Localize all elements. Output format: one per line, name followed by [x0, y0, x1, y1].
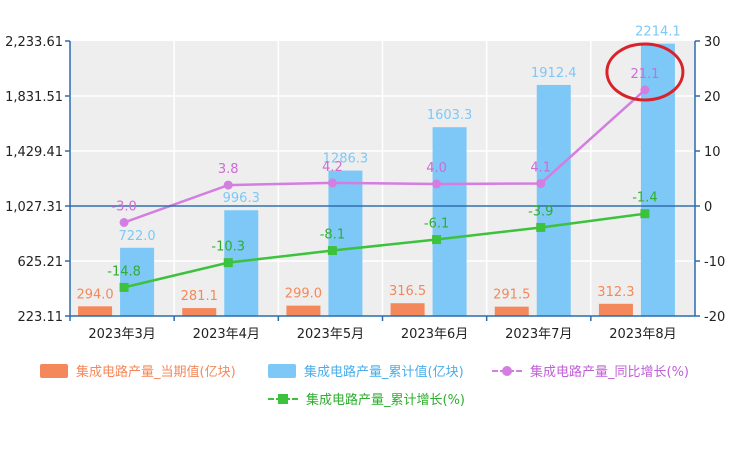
left-axis-tick-label: 1,429.41 — [5, 145, 63, 160]
legend-swatch-current-output — [40, 363, 68, 378]
annotation-circle — [605, 42, 685, 102]
bar-label: 722.0 — [118, 229, 155, 244]
right-axis-tick-label: 10 — [704, 145, 721, 160]
bar[interactable] — [286, 305, 321, 316]
legend-item-cumulative-growth[interactable]: 集成电路产量_累计增长(%) — [268, 389, 465, 408]
line-point[interactable] — [223, 180, 233, 190]
line-point[interactable] — [119, 218, 129, 227]
x-axis-tick-label: 2023年6月 — [401, 327, 468, 342]
right-axis-tick-label: 0 — [704, 200, 712, 215]
legend-item-current-output[interactable]: 集成电路产量_当期值(亿块) — [40, 361, 236, 380]
bar-label: 316.5 — [389, 284, 426, 299]
bar[interactable] — [598, 303, 633, 316]
line-label: -8.1 — [320, 228, 345, 243]
line-label: -6.1 — [424, 217, 449, 232]
right-axis-tick-label: -10 — [704, 255, 725, 270]
legend-item-yoy-growth[interactable]: 集成电路产量_同比增长(%) — [492, 361, 689, 380]
left-axis-tick-label: 625.21 — [18, 255, 64, 270]
bar-label: 1912.4 — [531, 66, 577, 81]
annotation — [605, 42, 685, 102]
line-label: -14.8 — [107, 264, 141, 279]
line-label: -10.3 — [211, 240, 245, 255]
left-axis-tick-label: 223.11 — [18, 310, 64, 325]
bar[interactable] — [640, 43, 675, 317]
line-point[interactable] — [327, 246, 337, 256]
bar-label: 299.0 — [285, 287, 322, 302]
bar[interactable] — [328, 170, 363, 316]
left-axis-tick-label: 1,831.51 — [5, 90, 63, 105]
bar[interactable] — [536, 84, 571, 316]
line-label: 21.1 — [630, 67, 659, 82]
axes: 2,233.61 1,831.51 1,429.41 1,027.31 625.21 22… — [5, 35, 725, 342]
line-label: 4.0 — [426, 161, 447, 176]
bar[interactable] — [432, 127, 467, 316]
bar-label: 291.5 — [493, 288, 530, 303]
bar[interactable] — [182, 308, 217, 316]
bar-label: 2214.1 — [635, 25, 681, 40]
right-axis-tick-label: -20 — [704, 310, 725, 325]
line-point[interactable] — [119, 282, 129, 292]
legend-swatch-yoy-growth — [492, 364, 522, 378]
line-label: 4.2 — [322, 160, 343, 175]
line-point[interactable] — [536, 178, 546, 188]
bar[interactable] — [78, 306, 113, 316]
line-label: -3.9 — [528, 204, 553, 219]
legend-swatch-cumulative-output — [268, 363, 296, 378]
line-label: -3.0 — [111, 200, 136, 215]
bar-label: 996.3 — [223, 191, 260, 206]
chart: 2,233.61 1,831.51 1,429.41 1,027.31 625.21 22… — [5, 25, 725, 342]
bar-label: 1286.3 — [323, 152, 369, 167]
legend-label-yoy-growth: 集成电路产量_同比增长(%) — [530, 365, 689, 380]
left-axis-tick-label: 1,027.31 — [5, 200, 63, 215]
series-line — [123, 89, 646, 224]
line-point[interactable] — [536, 222, 546, 232]
line-point[interactable] — [223, 258, 233, 268]
bar[interactable] — [494, 306, 529, 316]
right-axis-tick-label: 20 — [704, 90, 721, 105]
line-point[interactable] — [327, 178, 337, 188]
line-point[interactable] — [432, 235, 442, 245]
line-point[interactable] — [640, 209, 650, 219]
legend-label-current-output: 集成电路产量_当期值(亿块) — [76, 365, 236, 380]
legend-label-cumulative-growth: 集成电路产量_累计增长(%) — [306, 393, 465, 408]
bar-label: 294.0 — [76, 287, 113, 302]
x-axis-tick-label: 2023年7月 — [505, 327, 572, 342]
line-label: 4.1 — [530, 160, 551, 175]
x-axis-tick-label: 2023年3月 — [88, 327, 155, 342]
line-label: 3.8 — [218, 162, 239, 177]
bar-label: 312.3 — [597, 285, 634, 300]
line-label: -1.4 — [632, 191, 657, 206]
legend-item-cumulative-output[interactable]: 集成电路产量_累计值(亿块) — [268, 361, 464, 380]
line-point[interactable] — [640, 85, 650, 95]
bar-label: 281.1 — [181, 289, 218, 304]
x-axis-tick-label: 2023年4月 — [193, 327, 260, 342]
x-axis-tick-label: 2023年8月 — [609, 327, 676, 342]
left-axis-tick-label: 2,233.61 — [5, 35, 63, 50]
bars — [78, 43, 675, 317]
data-labels: 294.0 281.1 299.0 316.5 291.5 312.3 722.0 996.3… — [76, 25, 680, 304]
line-point[interactable] — [432, 179, 442, 189]
legend-label-cumulative-output: 集成电路产量_累计值(亿块) — [304, 365, 464, 380]
right-axis-tick-label: 30 — [704, 35, 721, 50]
x-axis-tick-label: 2023年5月 — [297, 327, 364, 342]
bar[interactable] — [390, 303, 425, 316]
lines — [119, 85, 650, 292]
legend-swatch-cumulative-growth — [268, 392, 298, 406]
bar-label: 1603.3 — [427, 108, 473, 123]
series-line — [123, 212, 646, 289]
